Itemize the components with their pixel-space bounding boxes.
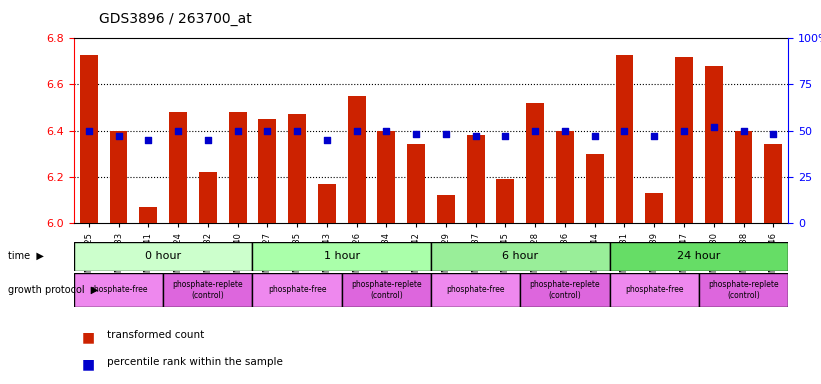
FancyBboxPatch shape: [609, 242, 788, 271]
Point: [648, 133, 661, 139]
Text: 24 hour: 24 hour: [677, 251, 721, 262]
Bar: [110, 131, 127, 223]
FancyBboxPatch shape: [431, 273, 521, 307]
FancyBboxPatch shape: [253, 242, 431, 271]
Text: 6 hour: 6 hour: [502, 251, 539, 262]
Point: [231, 127, 244, 134]
Bar: [586, 154, 603, 223]
Point: [558, 127, 571, 134]
FancyBboxPatch shape: [253, 273, 342, 307]
Bar: [735, 131, 753, 223]
FancyBboxPatch shape: [163, 273, 253, 307]
Bar: [259, 119, 276, 223]
Text: transformed count: transformed count: [107, 330, 204, 340]
Bar: [437, 195, 455, 223]
FancyBboxPatch shape: [699, 273, 788, 307]
Text: percentile rank within the sample: percentile rank within the sample: [107, 357, 282, 367]
Point: [618, 127, 631, 134]
Point: [469, 133, 482, 139]
Bar: [704, 66, 722, 223]
Text: phosphate-free: phosphate-free: [268, 285, 327, 295]
Bar: [348, 96, 365, 223]
Point: [677, 127, 690, 134]
Text: phosphate-replete
(control): phosphate-replete (control): [351, 280, 422, 300]
Bar: [645, 193, 663, 223]
FancyBboxPatch shape: [74, 242, 253, 271]
Point: [767, 131, 780, 137]
Text: time  ▶: time ▶: [8, 250, 44, 260]
Bar: [378, 131, 396, 223]
Point: [112, 133, 125, 139]
Point: [82, 127, 95, 134]
Point: [410, 131, 423, 137]
Bar: [169, 112, 187, 223]
Point: [320, 137, 333, 143]
FancyBboxPatch shape: [609, 273, 699, 307]
Bar: [497, 179, 514, 223]
Point: [142, 137, 155, 143]
Text: ■: ■: [82, 330, 95, 344]
Bar: [616, 55, 634, 223]
Text: phosphate-free: phosphate-free: [625, 285, 684, 295]
Bar: [556, 131, 574, 223]
Text: phosphate-free: phosphate-free: [89, 285, 148, 295]
FancyBboxPatch shape: [74, 273, 163, 307]
Point: [380, 127, 393, 134]
FancyBboxPatch shape: [431, 242, 609, 271]
Text: 0 hour: 0 hour: [145, 251, 181, 262]
Text: phosphate-replete
(control): phosphate-replete (control): [172, 280, 243, 300]
Text: phosphate-replete
(control): phosphate-replete (control): [709, 280, 779, 300]
Point: [350, 127, 363, 134]
Point: [291, 127, 304, 134]
Point: [588, 133, 601, 139]
Point: [261, 127, 274, 134]
Point: [529, 127, 542, 134]
Text: GDS3896 / 263700_at: GDS3896 / 263700_at: [99, 12, 251, 25]
Bar: [407, 144, 425, 223]
Bar: [318, 184, 336, 223]
Bar: [199, 172, 217, 223]
FancyBboxPatch shape: [342, 273, 431, 307]
Point: [499, 133, 512, 139]
Bar: [80, 55, 98, 223]
Point: [201, 137, 214, 143]
Point: [737, 127, 750, 134]
Text: growth protocol  ▶: growth protocol ▶: [8, 285, 99, 295]
Bar: [229, 112, 246, 223]
FancyBboxPatch shape: [521, 273, 609, 307]
Point: [172, 127, 185, 134]
Point: [707, 124, 720, 130]
Bar: [526, 103, 544, 223]
Point: [439, 131, 452, 137]
Bar: [675, 57, 693, 223]
Bar: [764, 144, 782, 223]
Bar: [466, 135, 484, 223]
Text: phosphate-free: phosphate-free: [447, 285, 505, 295]
Text: 1 hour: 1 hour: [323, 251, 360, 262]
Bar: [140, 207, 158, 223]
Bar: [288, 114, 306, 223]
Text: ■: ■: [82, 357, 95, 371]
Text: phosphate-replete
(control): phosphate-replete (control): [530, 280, 600, 300]
